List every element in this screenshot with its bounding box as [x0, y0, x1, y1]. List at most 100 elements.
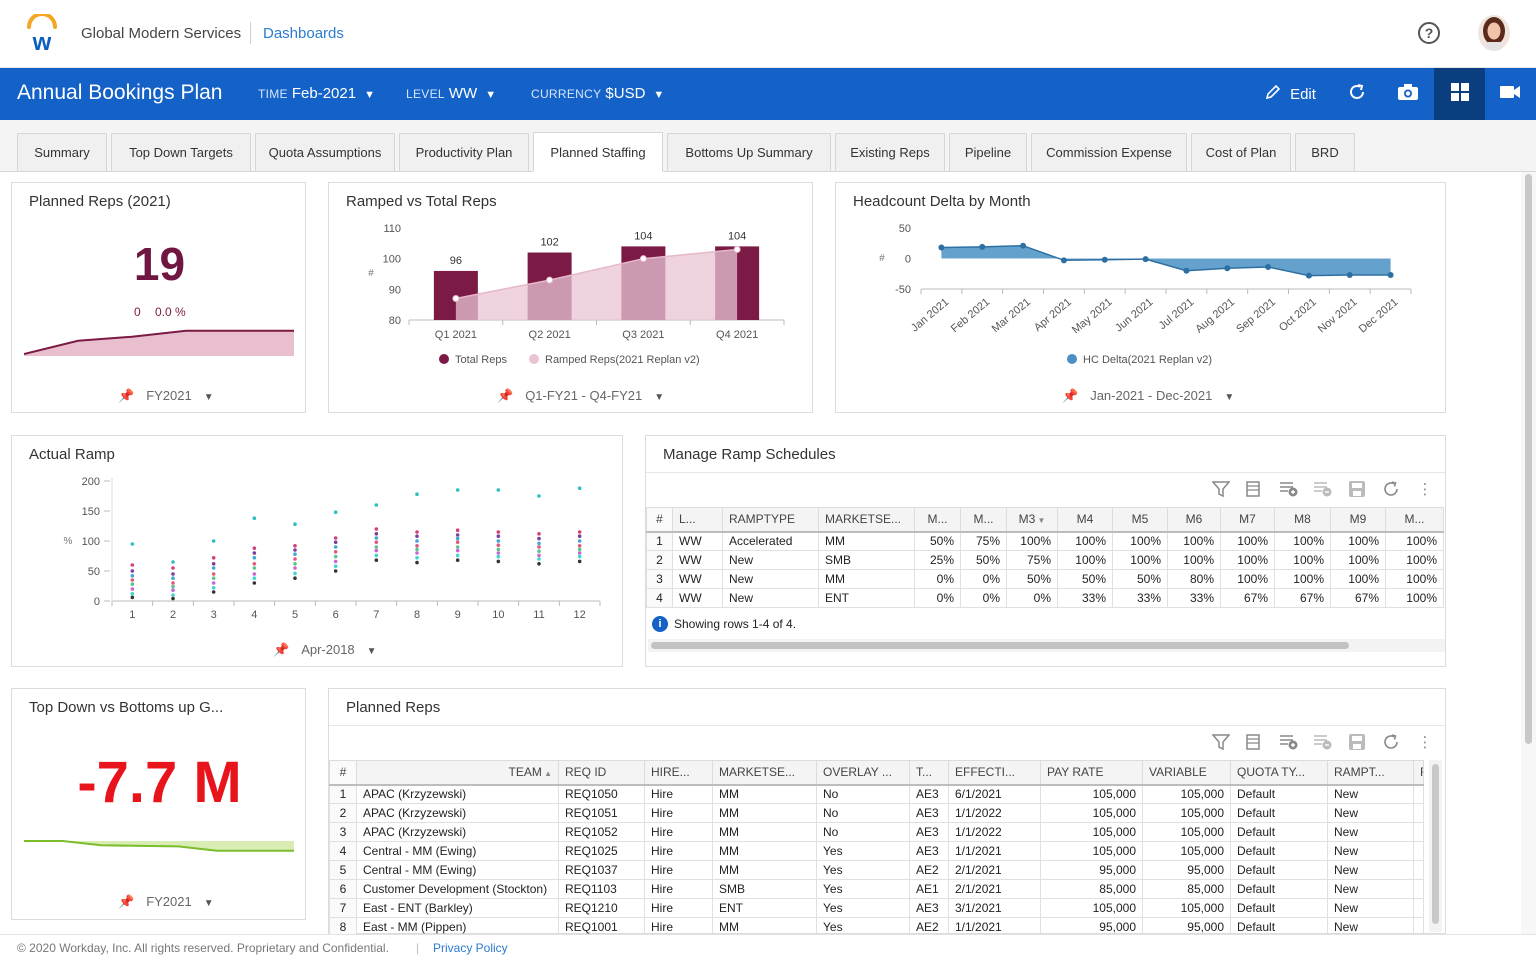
- tab-brd[interactable]: BRD: [1295, 133, 1355, 171]
- table-cell[interactable]: MM: [712, 784, 817, 804]
- table-cell[interactable]: AE3: [909, 898, 949, 918]
- table-cell[interactable]: ENT: [818, 588, 915, 608]
- table-cell[interactable]: APAC (Krzyzewski): [356, 803, 559, 823]
- period-selector[interactable]: 📌 FY2021 ▼: [118, 894, 214, 910]
- table-cell[interactable]: 0%: [914, 588, 961, 608]
- table-cell[interactable]: 100%: [1385, 588, 1444, 608]
- table-cell[interactable]: MM: [712, 803, 817, 823]
- table-cell[interactable]: New: [1327, 784, 1414, 804]
- column-header[interactable]: L...: [672, 507, 723, 533]
- table-cell[interactable]: 0%: [1006, 588, 1058, 608]
- user-avatar[interactable]: [1478, 15, 1510, 51]
- column-header[interactable]: RAMPT...: [1327, 760, 1414, 786]
- table-row[interactable]: 2 WW New SMB 25% 50% 75% 100% 100% 100% 100% 100% 10…: [646, 550, 1444, 570]
- table-cell[interactable]: 6/1/2021: [948, 784, 1041, 804]
- table-cell[interactable]: MM: [712, 822, 817, 842]
- table-cell[interactable]: [1413, 784, 1424, 804]
- column-header[interactable]: #: [646, 507, 673, 533]
- column-header[interactable]: T...: [909, 760, 949, 786]
- column-header[interactable]: M4: [1057, 507, 1113, 533]
- table-cell[interactable]: MM: [712, 860, 817, 880]
- column-header[interactable]: M5: [1112, 507, 1168, 533]
- table-cell[interactable]: [1413, 860, 1424, 880]
- table-cell[interactable]: East - ENT (Barkley): [356, 898, 559, 918]
- column-header[interactable]: M...: [1385, 507, 1444, 533]
- table-cell[interactable]: REQ1025: [558, 841, 645, 861]
- table-cell[interactable]: 1/1/2022: [948, 822, 1041, 842]
- snapshot-button[interactable]: [1390, 68, 1426, 120]
- table-cell[interactable]: SMB: [818, 550, 915, 570]
- table-cell[interactable]: 105,000: [1040, 803, 1143, 823]
- time-filter[interactable]: TIME Feb-2021 ▼: [258, 85, 375, 102]
- column-header[interactable]: M9: [1330, 507, 1386, 533]
- table-cell[interactable]: WW: [672, 569, 723, 589]
- column-header-sorted[interactable]: TEAM ▲: [356, 760, 559, 786]
- table-cell[interactable]: ENT: [712, 898, 817, 918]
- table-cell[interactable]: Default: [1230, 841, 1328, 861]
- table-cell[interactable]: Hire: [644, 841, 713, 861]
- tab-pipeline[interactable]: Pipeline: [949, 133, 1027, 171]
- privacy-policy-link[interactable]: Privacy Policy: [433, 941, 508, 955]
- table-cell[interactable]: Default: [1230, 803, 1328, 823]
- table-row[interactable]: 5 Central - MM (Ewing) REQ1037 Hire MM Yes AE2…: [329, 860, 1424, 880]
- table-cell[interactable]: REQ1052: [558, 822, 645, 842]
- table-cell[interactable]: 100%: [1220, 531, 1275, 551]
- table-cell[interactable]: 100%: [1167, 550, 1221, 570]
- table-cell[interactable]: Central - MM (Ewing): [356, 860, 559, 880]
- table-cell[interactable]: APAC (Krzyzewski): [356, 822, 559, 842]
- table-cell[interactable]: 50%: [960, 550, 1007, 570]
- refresh-button[interactable]: [1340, 68, 1374, 120]
- tab-summary[interactable]: Summary: [17, 133, 107, 171]
- table-cell[interactable]: REQ1037: [558, 860, 645, 880]
- table-cell[interactable]: Yes: [816, 860, 910, 880]
- table-cell[interactable]: Default: [1230, 784, 1328, 804]
- table-cell[interactable]: 3: [329, 822, 357, 842]
- table-row[interactable]: 4 Central - MM (Ewing) REQ1025 Hire MM Yes AE3…: [329, 841, 1424, 861]
- table-cell[interactable]: 100%: [1274, 550, 1331, 570]
- table-cell[interactable]: Hire: [644, 784, 713, 804]
- present-button[interactable]: [1490, 68, 1530, 120]
- table-cell[interactable]: MM: [818, 569, 915, 589]
- sort-descending-icon[interactable]: ▼: [1035, 516, 1046, 526]
- table-cell[interactable]: REQ1050: [558, 784, 645, 804]
- table-cell[interactable]: 75%: [960, 531, 1007, 551]
- filter-icon[interactable]: [1211, 479, 1231, 499]
- table-cell[interactable]: Default: [1230, 860, 1328, 880]
- table-cell[interactable]: Default: [1230, 822, 1328, 842]
- table-cell[interactable]: 75%: [1006, 550, 1058, 570]
- table-row[interactable]: 1 APAC (Krzyzewski) REQ1050 Hire MM No AE3 6/1/…: [329, 784, 1424, 804]
- table-cell[interactable]: Yes: [816, 841, 910, 861]
- table-cell[interactable]: 100%: [1057, 550, 1113, 570]
- table-cell[interactable]: 50%: [1057, 569, 1113, 589]
- table-cell[interactable]: REQ1103: [558, 879, 645, 899]
- table-row[interactable]: 2 APAC (Krzyzewski) REQ1051 Hire MM No AE3 1/1/…: [329, 803, 1424, 823]
- table-cell[interactable]: WW: [672, 550, 723, 570]
- delete-row-icon[interactable]: [1313, 732, 1333, 752]
- period-selector[interactable]: 📌 Q1-FY21 - Q4-FY21 ▼: [497, 388, 664, 404]
- table-cell[interactable]: New: [1327, 917, 1414, 937]
- level-filter[interactable]: LEVEL WW ▼: [406, 85, 496, 102]
- tab-quota-assumptions[interactable]: Quota Assumptions: [255, 133, 395, 171]
- table-cell[interactable]: 100%: [1385, 531, 1444, 551]
- column-header[interactable]: VARIABLE: [1142, 760, 1231, 786]
- table-cell[interactable]: No: [816, 822, 910, 842]
- table-cell[interactable]: 67%: [1274, 588, 1331, 608]
- table-cell[interactable]: Default: [1230, 898, 1328, 918]
- table-cell[interactable]: 85,000: [1142, 879, 1231, 899]
- table-cell[interactable]: 105,000: [1142, 841, 1231, 861]
- table-row[interactable]: 7 East - ENT (Barkley) REQ1210 Hire ENT Yes AE…: [329, 898, 1424, 918]
- table-cell[interactable]: 100%: [1274, 569, 1331, 589]
- delete-row-icon[interactable]: [1313, 479, 1333, 499]
- table-cell[interactable]: 85,000: [1040, 879, 1143, 899]
- column-settings-icon[interactable]: [1245, 732, 1265, 752]
- table-row[interactable]: 8 East - MM (Pippen) REQ1001 Hire MM Yes AE2 1/…: [329, 917, 1424, 937]
- add-row-icon[interactable]: [1279, 732, 1299, 752]
- table-cell[interactable]: New: [722, 569, 819, 589]
- period-selector[interactable]: 📌 FY2021 ▼: [118, 388, 214, 404]
- table-cell[interactable]: 1/1/2021: [948, 841, 1041, 861]
- scrollbar-thumb[interactable]: [1525, 174, 1532, 744]
- table-cell[interactable]: APAC (Krzyzewski): [356, 784, 559, 804]
- table-cell[interactable]: 95,000: [1040, 860, 1143, 880]
- column-header[interactable]: M6: [1167, 507, 1221, 533]
- breadcrumb-dashboards[interactable]: Dashboards: [263, 25, 344, 42]
